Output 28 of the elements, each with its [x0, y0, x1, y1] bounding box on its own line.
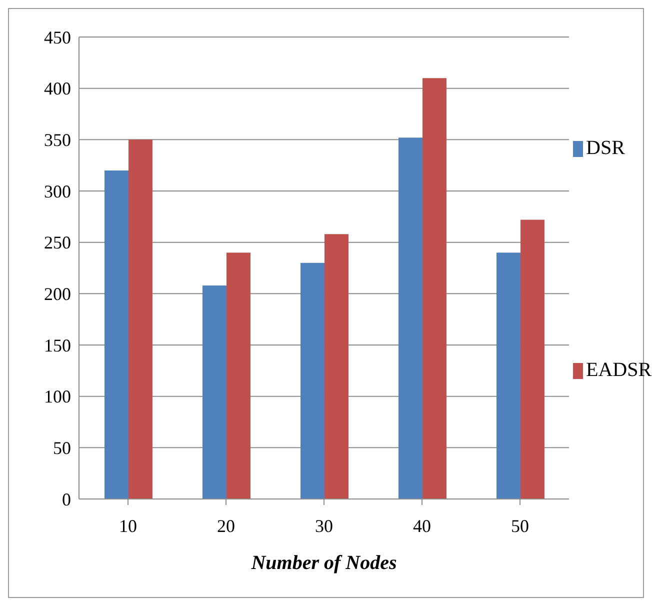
bar — [104, 170, 128, 499]
y-tick-label: 300 — [44, 181, 71, 202]
y-tick-label: 150 — [44, 335, 71, 356]
y-tick-label: 450 — [44, 27, 71, 48]
bar — [324, 234, 348, 499]
x-tick-label: 10 — [119, 516, 137, 536]
y-tick-label: 0 — [62, 489, 71, 510]
bar — [398, 138, 422, 499]
bar — [128, 140, 152, 499]
y-tick-label: 350 — [44, 130, 71, 150]
x-tick-label: 30 — [315, 516, 333, 536]
y-tick-label: 250 — [44, 232, 71, 253]
y-tick-label: 200 — [44, 284, 71, 304]
x-tick-label: 50 — [511, 516, 529, 536]
x-tick-label: 40 — [413, 516, 431, 536]
bar — [202, 285, 226, 499]
y-tick-label: 100 — [44, 386, 71, 407]
legend-label: EADSR — [586, 359, 652, 382]
bar — [520, 220, 544, 499]
bar — [422, 78, 446, 499]
x-axis-title: Number of Nodes — [250, 552, 397, 574]
legend-label: DSR — [586, 137, 625, 160]
x-tick-label: 20 — [217, 516, 235, 536]
bar — [496, 252, 520, 499]
bar — [300, 262, 324, 499]
y-tick-label: 400 — [44, 78, 71, 99]
y-tick-label: 50 — [53, 438, 71, 458]
bar — [226, 252, 250, 499]
